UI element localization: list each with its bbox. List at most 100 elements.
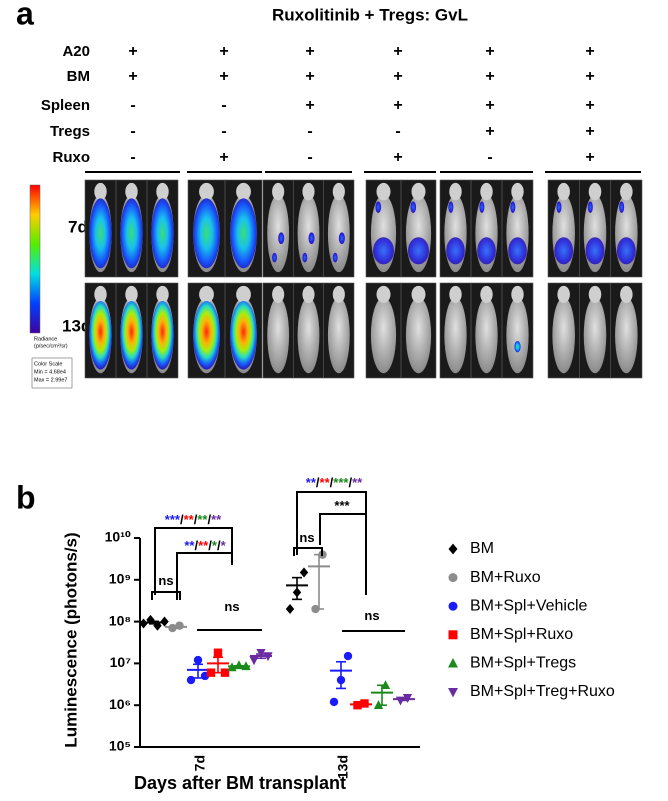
color-scale-box [31,357,73,389]
mouse-head [376,285,391,303]
condition-sign: - [130,97,135,114]
condition-sign: - [307,123,312,140]
image-divider [400,282,437,379]
image-divider [501,179,534,278]
mouse-body [552,297,575,374]
point [285,603,295,615]
legend-label: BM+Spl+Tregs [470,655,576,672]
mouse-body [267,297,290,374]
row-label: Ruxo [53,149,91,166]
signal [508,237,527,265]
mouse-head [449,182,462,201]
condition-sign: - [130,149,135,166]
signal [554,237,574,265]
signal [585,237,605,265]
mouse-head [199,182,214,201]
condition-sign: + [585,43,594,60]
mouse-head [302,182,315,201]
significance-part: / [316,475,320,490]
panel-label: b [16,479,36,515]
point [193,655,203,665]
signal [193,301,220,370]
condition-sign: + [393,68,402,85]
signal [408,237,429,265]
signal [514,340,521,353]
significance-part: / [180,512,184,527]
signal [151,301,174,370]
significance-label: **/**/*/* [184,538,226,553]
mouse-head [620,182,633,201]
significance-part: ** [320,475,331,490]
mouse-head [449,285,462,303]
condition-sign: + [219,68,228,85]
signal [587,201,593,213]
mouse-head [557,285,570,303]
mouse-body [615,297,638,374]
mouse-body [583,297,607,374]
condition-sign: - [130,123,135,140]
mouse-body [297,297,320,374]
point [448,573,458,583]
signal [373,237,394,265]
significance-part: / [195,538,199,553]
mouse-head [199,285,214,303]
signal [230,301,257,370]
y-tick-label: 10⁹ [109,571,131,587]
legend-label: BM+Spl+Ruxo [470,626,573,643]
significance-part: ** [306,475,317,490]
y-tick-label: 10⁵ [109,738,131,754]
condition-sign: + [393,43,402,60]
image-divider [610,282,643,379]
mouse-body [475,297,498,374]
significance-label: **/**/***/** [306,475,363,490]
signal [448,201,454,213]
condition-sign: + [219,43,228,60]
signal [619,201,625,213]
mouse-head [94,285,107,303]
mouse-head [272,285,285,303]
point [206,668,216,677]
significance-bracket [151,591,181,600]
significance-label: *** [334,498,350,513]
signal [89,301,112,370]
mouse-body [327,194,350,273]
row-label: Tregs [50,123,90,140]
colorbar [29,184,41,334]
point [448,630,458,640]
significance-part: / [348,475,352,490]
mouse-body [267,194,290,273]
significance-part: ** [211,512,222,527]
signal [338,232,345,245]
signal [302,252,308,263]
significance-bracket [319,513,366,545]
image-divider [323,179,355,278]
signal [477,237,496,265]
legend-label: BM+Spl+Vehicle [470,597,588,614]
significance-part: *** [333,475,349,490]
mouse-head [411,285,426,303]
mouse-body [370,297,397,374]
significance-part: *** [334,498,350,513]
condition-sign: + [485,97,494,114]
significance-part: / [208,538,212,553]
mouse-head [302,285,315,303]
condition-sign: + [585,123,594,140]
significance-part: ** [184,538,195,553]
mouse-head [511,182,524,201]
significance-part: ** [352,475,363,490]
significance-part: ** [197,512,208,527]
mouse-head [620,285,633,303]
x-tick-label: 7d [192,755,208,771]
significance-part: / [217,538,221,553]
signal [410,201,417,213]
mouse-head [272,182,285,201]
condition-sign: + [585,97,594,114]
mouse-head [588,285,602,303]
panel-label: a [16,0,34,31]
mouse-head [480,285,493,303]
significance-bracket [154,527,233,595]
significance-part: *** [165,512,181,527]
image-divider [224,282,263,379]
condition-sign: + [305,97,314,114]
row-label: A20 [62,43,90,60]
